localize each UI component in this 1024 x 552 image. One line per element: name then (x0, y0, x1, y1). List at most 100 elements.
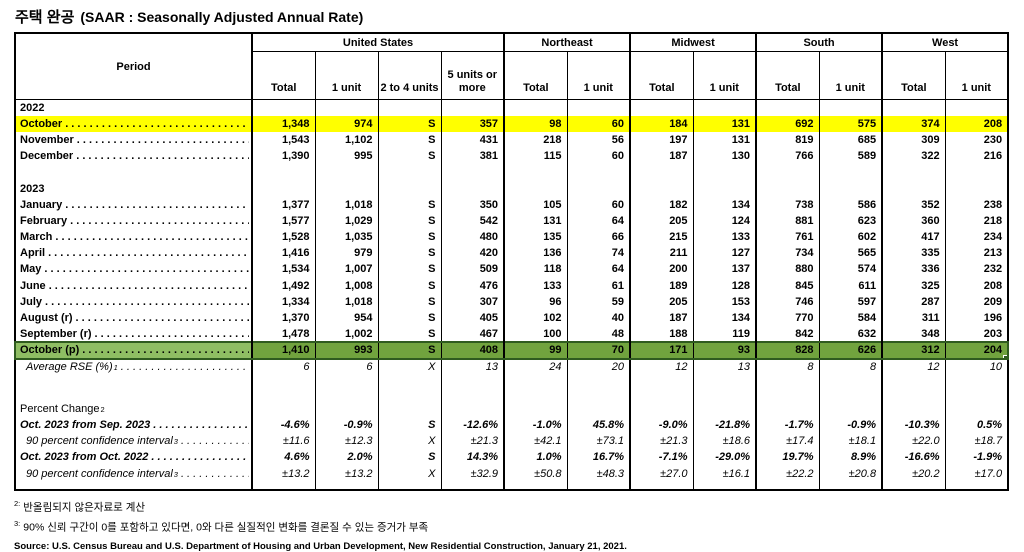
value-cell: ±12.3 (314, 433, 378, 450)
value-cell: 8.9% (818, 449, 883, 466)
value-cell: 200 (629, 261, 694, 278)
value-cell: 1.0% (503, 449, 568, 466)
value-cell: 115 (503, 148, 568, 165)
value-cell (818, 374, 883, 401)
value-cell: X (377, 465, 441, 482)
value-cell: ±13.2 (314, 465, 378, 482)
value-cell: 574 (818, 261, 883, 278)
value-cell: 954 (314, 309, 378, 327)
value-cell: 6 (251, 358, 315, 375)
period-cell: April (15, 245, 252, 261)
period-cell (15, 375, 252, 401)
value-cell: S (377, 245, 441, 262)
period-cell: 2022 (20, 101, 45, 114)
col-header-mw-1unit: 1 unit (692, 51, 757, 100)
value-cell (755, 180, 820, 197)
col-header-us-2to4: 2 to 4 units (377, 51, 441, 100)
title-korean: 주택 완공 (15, 9, 75, 26)
value-cell: 118 (503, 261, 568, 278)
period-cell: Oct. 2023 from Sep. 2023 (15, 417, 252, 433)
value-cell: 213 (944, 245, 1009, 262)
source-line: Source: U.S. Census Bureau and U.S. Depa… (14, 540, 627, 552)
period-cell: July (15, 294, 252, 310)
period-cell: November (15, 132, 252, 148)
table-row: February1,5771,029S542131642051248816233… (15, 212, 1009, 229)
table-row (15, 164, 1009, 181)
value-cell: S (377, 277, 441, 294)
value-cell: 738 (755, 196, 820, 213)
value-cell (818, 400, 883, 417)
value-cell: 348 (881, 326, 946, 343)
col-header-us-1unit: 1 unit (314, 51, 378, 100)
value-cell: 61 (566, 277, 631, 294)
value-cell (566, 99, 631, 116)
table-row: Average RSE (%)166X1324201213881210 (15, 358, 1009, 375)
value-cell (881, 400, 946, 417)
value-cell: ±17.0 (944, 465, 1009, 482)
footnote-2-text: 반올림되지 않은자료로 계산 (23, 501, 146, 514)
value-cell: 611 (818, 277, 883, 294)
value-cell: 4.6% (251, 449, 315, 466)
value-cell: 2.0% (314, 449, 378, 466)
value-cell: 205 (629, 212, 694, 229)
value-cell (503, 180, 568, 197)
table-row: 2023 (15, 180, 1009, 197)
value-cell: 171 (629, 341, 694, 360)
period-cell: 90 percent confidence interval 3 (15, 465, 252, 481)
col-group-west: West (881, 33, 1009, 52)
value-cell (251, 180, 315, 197)
value-cell: 1,018 (314, 196, 378, 213)
value-cell: 10 (944, 358, 1009, 375)
value-cell: 60 (566, 196, 631, 213)
value-cell: 70 (566, 341, 631, 360)
value-cell: S (377, 293, 441, 310)
value-cell (881, 481, 946, 490)
value-cell (629, 374, 694, 401)
value-cell: -1.7% (755, 416, 820, 434)
value-cell: -4.6% (251, 416, 315, 434)
value-cell: ±16.1 (692, 465, 757, 482)
value-cell: 1,002 (314, 326, 378, 343)
value-cell: 509 (440, 261, 505, 278)
value-cell: 8 (818, 358, 883, 375)
value-cell: 208 (944, 277, 1009, 294)
value-cell (755, 400, 820, 417)
period-cell (15, 482, 252, 490)
value-cell: ±50.8 (503, 465, 568, 482)
value-cell: 19.7% (755, 449, 820, 466)
value-cell: 20 (566, 358, 631, 375)
value-cell: 13 (440, 358, 505, 375)
value-cell: ±22.0 (881, 433, 946, 450)
value-cell: 0.5% (944, 416, 1009, 434)
value-cell: 1,543 (251, 131, 315, 149)
value-cell: 208 (944, 115, 1009, 132)
footnote-3-marker: 3: (14, 519, 21, 529)
table-row: December1,390995S38111560187130766589322… (15, 148, 1009, 165)
value-cell: 770 (755, 309, 820, 327)
value-cell: 48 (566, 326, 631, 343)
value-cell: S (377, 212, 441, 229)
value-cell: 565 (818, 245, 883, 262)
value-cell (818, 481, 883, 490)
value-cell (818, 164, 883, 181)
value-cell: 96 (503, 293, 568, 310)
col-group-united-states: United States (250, 33, 505, 52)
value-cell: 589 (818, 148, 883, 165)
col-header-s-1unit: 1 unit (818, 51, 883, 100)
period-cell: May (15, 261, 252, 277)
value-cell: 187 (629, 309, 694, 327)
value-cell (314, 99, 378, 116)
value-cell: 685 (818, 131, 883, 149)
value-cell: 216 (944, 148, 1009, 165)
value-cell: 197 (629, 131, 694, 149)
value-cell: 93 (692, 341, 757, 360)
col-header-us-total: Total (251, 51, 315, 100)
value-cell (755, 164, 820, 181)
title-latin: (SAAR : Seasonally Adjusted Annual Rate) (80, 9, 364, 25)
value-cell (566, 400, 631, 417)
value-cell: 182 (629, 196, 694, 213)
value-cell (503, 99, 568, 116)
value-cell: 1,029 (314, 212, 378, 229)
value-cell: 1,416 (251, 245, 315, 262)
